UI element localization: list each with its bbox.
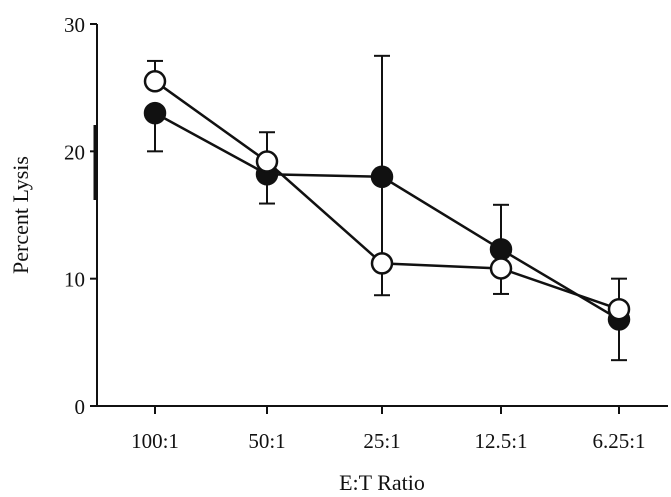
y-axis-label: Percent Lysis [8,156,33,274]
data-point-open [143,70,167,93]
x-tick-label: 50:1 [248,429,285,453]
data-point-open [370,252,394,275]
y-tick-label: 30 [64,13,85,37]
series-2 [143,54,631,321]
y-tick-label: 10 [64,268,85,292]
series-layer [143,54,631,362]
x-ticks: 100:1 50:1 25:1 12.5:1 6.25:1 [131,406,646,453]
data-point-filled [489,238,513,261]
data-point-filled [143,101,167,125]
series-line [154,112,620,321]
y-tick-label: 20 [64,140,85,164]
data-point-open [489,257,513,280]
data-point-open [255,150,279,173]
x-tick-label: 25:1 [363,429,400,453]
x-axis-label: E:T Ratio [339,470,425,495]
series-line [154,80,620,311]
x-tick-label: 12.5:1 [474,429,527,453]
x-tick-label: 6.25:1 [592,429,645,453]
y-ticks: 0 10 20 30 [64,13,97,419]
y-tick-label: 0 [75,395,86,419]
data-point-open [607,297,631,321]
series-1 [143,101,631,362]
x-tick-label: 100:1 [131,429,179,453]
